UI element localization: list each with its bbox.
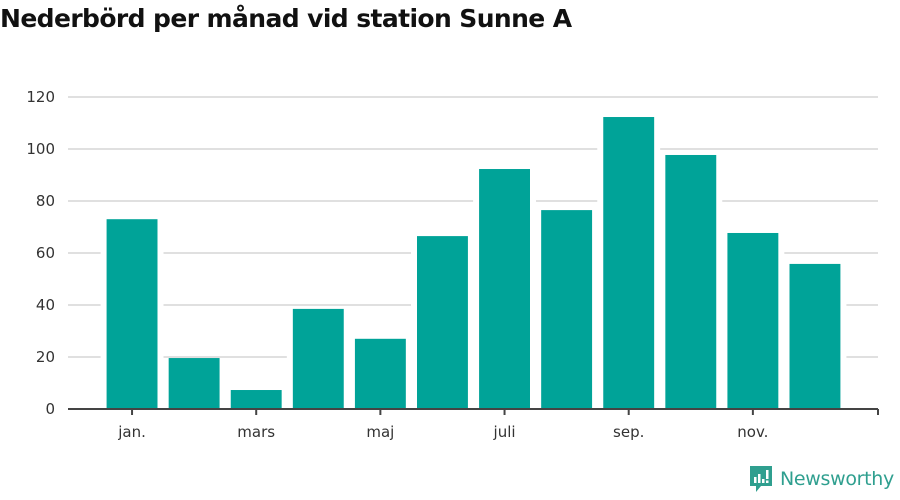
bar-okt xyxy=(665,154,717,409)
bars xyxy=(100,117,847,410)
x-tick-label: nov. xyxy=(737,423,768,441)
y-tick-label: 60 xyxy=(36,244,55,262)
y-tick-label: 40 xyxy=(36,296,55,314)
bar-maj xyxy=(354,338,406,409)
x-tick-label: mars xyxy=(237,423,275,441)
x-tick-label: juli xyxy=(493,423,516,441)
x-axis-ticks: jan. mars maj juli sep. nov. xyxy=(117,409,879,441)
bar-apr xyxy=(292,308,344,409)
x-tick-label: jan. xyxy=(117,423,146,441)
newsworthy-logo-icon xyxy=(749,466,772,492)
y-tick-label: 20 xyxy=(36,348,55,366)
x-tick-label: sep. xyxy=(613,423,644,441)
y-tick-label: 80 xyxy=(36,192,55,210)
y-tick-label: 100 xyxy=(26,140,55,158)
bar-juni xyxy=(417,236,468,409)
bar-juli xyxy=(479,169,530,409)
bar-feb xyxy=(168,358,220,409)
bar-nov xyxy=(727,232,779,409)
y-tick-label: 120 xyxy=(26,88,55,106)
bar-aug xyxy=(541,210,593,409)
chart-title: Nederbörd per månad vid station Sunne A xyxy=(0,4,572,33)
bar-sep xyxy=(603,117,655,410)
bar-jan xyxy=(106,219,158,409)
bar-mars xyxy=(230,390,282,409)
newsworthy-logo: Newsworthy xyxy=(748,464,894,494)
y-axis-labels: 0 20 40 60 80 100 120 xyxy=(26,88,55,418)
x-tick-label: maj xyxy=(366,423,394,441)
bar-dec xyxy=(789,263,841,409)
y-tick-label: 0 xyxy=(45,400,55,418)
newsworthy-logo-text: Newsworthy xyxy=(779,468,894,490)
